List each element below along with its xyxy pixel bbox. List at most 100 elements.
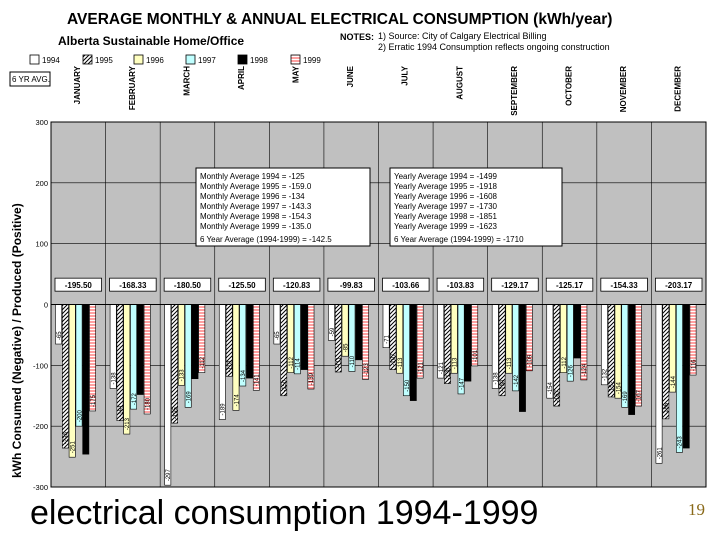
avg-label-box: [600, 277, 648, 292]
bar-label: -65: [275, 331, 281, 340]
y-tick-label: -200: [33, 422, 48, 431]
bar-1994-april: [218, 304, 226, 420]
avg-label-box: [218, 277, 266, 292]
legend-label-1998: 1998: [250, 56, 268, 65]
bar-label: -112: [289, 356, 295, 368]
bar-label: -122: [193, 362, 199, 375]
bar-label: -85: [343, 343, 349, 352]
bar-label: -191: [118, 404, 124, 417]
bar-1995-march: [171, 304, 178, 424]
avg-label-november: -154.33: [611, 281, 639, 290]
bar-label: -59: [330, 327, 336, 336]
legend-swatch-1994: [29, 54, 40, 65]
avg-label-box: [655, 277, 703, 292]
avg-label-december: -203.17: [665, 281, 693, 290]
month-label-august: AUGUST: [455, 66, 464, 100]
monthly-average-1997: Monthly Average 1997 = -143.3: [200, 202, 312, 211]
bar-label: -88: [575, 345, 581, 354]
chart-title: AVERAGE MONTHLY & ANNUAL ELECTRICAL CONS…: [67, 11, 612, 28]
bar-label: -167: [637, 389, 643, 402]
bar-label: -101: [473, 349, 479, 362]
bar-label: -154: [616, 382, 622, 395]
bar-label: -107: [302, 353, 308, 366]
bar-label: -121: [439, 361, 445, 374]
page-number: 19: [688, 500, 705, 519]
bar-label: -175: [91, 394, 97, 407]
avg-label-january: -195.50: [65, 281, 93, 290]
bar-label: -200: [77, 409, 83, 422]
bar-label: -246: [84, 437, 90, 450]
avg-label-box: [327, 277, 375, 292]
monthly-averages-frame: [195, 167, 371, 247]
avg-label-february: -168.33: [119, 281, 147, 290]
month-label-january: JANUARY: [73, 65, 82, 104]
bar-label: -180: [145, 397, 151, 410]
bar-label: -132: [603, 368, 609, 381]
avg-label-october: -125.17: [556, 281, 584, 290]
monthly-averages-box: Monthly Average 1994 = -125 Monthly Aver…: [195, 167, 371, 247]
avg-label-box: [491, 277, 539, 292]
bar-label: -138: [494, 372, 500, 385]
bar-label: -142: [514, 374, 520, 387]
bar-label: -126: [569, 364, 575, 377]
monthly-average-6yr: 6 Year Average (1994-1999) = -142.5: [200, 235, 332, 244]
bar-label: -139: [309, 372, 315, 385]
bar-label: -172: [132, 392, 138, 405]
bar-label: -109: [528, 354, 534, 367]
avg-label-june: -99.83: [340, 281, 363, 290]
month-label-march: MARCH: [182, 66, 191, 96]
bar-1997-december: [676, 304, 683, 453]
bar-label: -112: [562, 356, 568, 368]
legend-label-1996: 1996: [146, 56, 164, 65]
bar-label: -116: [691, 359, 697, 371]
bar-label: -189: [221, 403, 227, 416]
bar-label: -71: [384, 334, 390, 343]
legend-6yr-label: 6 YR AVG.: [12, 75, 50, 84]
bar-label: -148: [139, 378, 145, 391]
bar-1999-february: [143, 304, 151, 415]
month-label-november: NOVEMBER: [619, 66, 628, 112]
bar-label: -110: [350, 355, 356, 367]
bar-1994-march: [164, 304, 172, 486]
legend-label-1997: 1997: [198, 56, 216, 65]
bar-label: -150: [500, 379, 506, 392]
bar-label: -188: [664, 402, 670, 415]
bar-label: -154: [548, 382, 554, 395]
avg-label-box: [382, 277, 430, 292]
bar-label: -126: [466, 364, 472, 377]
bar-label: -236: [64, 431, 70, 444]
monthly-average-1995: Monthly Average 1995 = -159.0: [200, 182, 312, 191]
yearly-average-1994: Yearly Average 1994 = -1499: [394, 172, 498, 181]
month-label-december: DECEMBER: [674, 66, 683, 112]
bar-label: -124: [582, 363, 588, 376]
bar-label: -133: [180, 369, 186, 382]
y-axis-label: kWh Consumed (Negative) / Produced (Posi…: [10, 203, 24, 478]
bar-label: -141: [255, 374, 261, 387]
y-tick-label: 200: [35, 179, 48, 188]
legend-label-1994: 1994: [42, 56, 60, 65]
month-label-april: APRIL: [237, 66, 246, 90]
avg-label-august: -103.83: [447, 281, 475, 290]
bar-label: -251: [71, 441, 77, 454]
monthly-average-1996: Monthly Average 1996 = -134: [200, 192, 305, 201]
bar-label: -91: [357, 347, 363, 356]
bar-1997-january: [75, 304, 83, 427]
bar-label: -297: [166, 469, 172, 482]
yearly-averages-frame: [389, 167, 563, 247]
avg-label-july: -103.66: [392, 281, 420, 290]
slide-caption: electrical consumption 1994-1999: [30, 494, 539, 532]
y-tick-label: 0: [44, 301, 48, 310]
avg-label-box: [436, 277, 485, 292]
yearly-average-1997: Yearly Average 1997 = -1730: [394, 202, 498, 211]
avg-label-box: [545, 277, 594, 292]
month-label-june: JUNE: [346, 65, 355, 87]
bar-1996-february: [123, 304, 131, 435]
legend-6yr-box: [9, 71, 51, 87]
bar-label: -138: [111, 372, 117, 385]
bar-label: -113: [507, 357, 513, 369]
legend-swatch-1997: [185, 54, 196, 65]
bar-label: -213: [125, 417, 131, 430]
legend-label-1999: 1999: [303, 56, 321, 65]
legend-label-1995: 1995: [95, 56, 113, 65]
